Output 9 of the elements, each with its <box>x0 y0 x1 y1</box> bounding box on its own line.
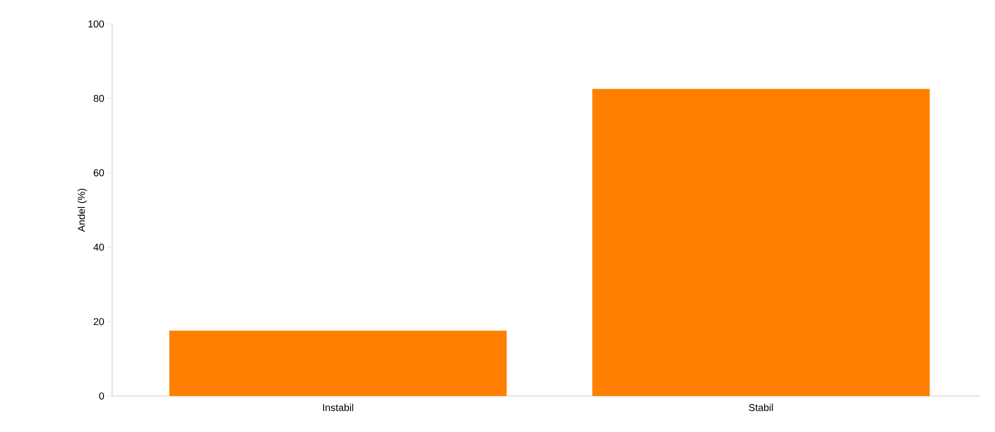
y-axis-title: Andel (%) <box>78 188 87 232</box>
y-tick-label: 40 <box>94 244 104 251</box>
y-tick-label: 20 <box>94 318 104 326</box>
y-tick-label: 60 <box>94 169 104 176</box>
x-tick-label: Stabil <box>749 404 773 412</box>
y-tick-label: 0 <box>99 392 104 400</box>
y-tick-label: 80 <box>94 94 104 102</box>
x-tick-label: Instabil <box>323 404 354 412</box>
y-tick-label: 100 <box>88 20 104 28</box>
